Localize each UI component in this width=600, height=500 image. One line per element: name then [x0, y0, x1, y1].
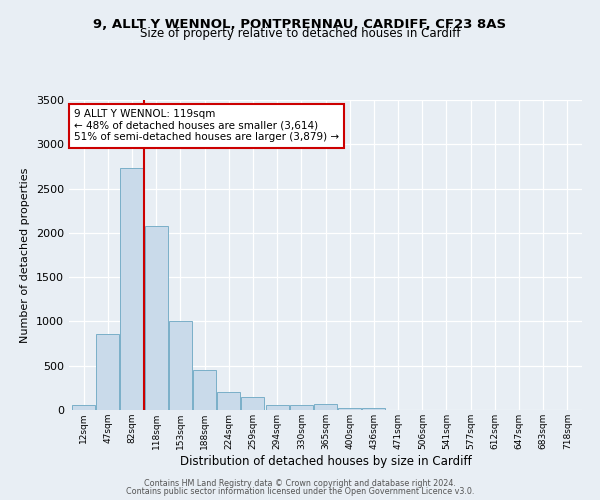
Bar [241, 397, 265, 410]
Bar [72, 405, 95, 410]
Bar [290, 404, 313, 410]
Bar [362, 408, 385, 410]
Text: Contains HM Land Registry data © Crown copyright and database right 2024.: Contains HM Land Registry data © Crown c… [144, 478, 456, 488]
Bar [145, 226, 167, 410]
Bar [217, 392, 240, 410]
X-axis label: Distribution of detached houses by size in Cardiff: Distribution of detached houses by size … [179, 454, 472, 468]
Bar [338, 408, 361, 410]
Text: 9, ALLT Y WENNOL, PONTPRENNAU, CARDIFF, CF23 8AS: 9, ALLT Y WENNOL, PONTPRENNAU, CARDIFF, … [94, 18, 506, 30]
Y-axis label: Number of detached properties: Number of detached properties [20, 168, 31, 342]
Bar [266, 404, 289, 410]
Text: Size of property relative to detached houses in Cardiff: Size of property relative to detached ho… [140, 28, 460, 40]
Bar [193, 370, 216, 410]
Bar [169, 320, 192, 410]
Bar [121, 168, 143, 410]
Text: Contains public sector information licensed under the Open Government Licence v3: Contains public sector information licen… [126, 487, 474, 496]
Bar [96, 334, 119, 410]
Bar [314, 404, 337, 410]
Text: 9 ALLT Y WENNOL: 119sqm
← 48% of detached houses are smaller (3,614)
51% of semi: 9 ALLT Y WENNOL: 119sqm ← 48% of detache… [74, 110, 339, 142]
